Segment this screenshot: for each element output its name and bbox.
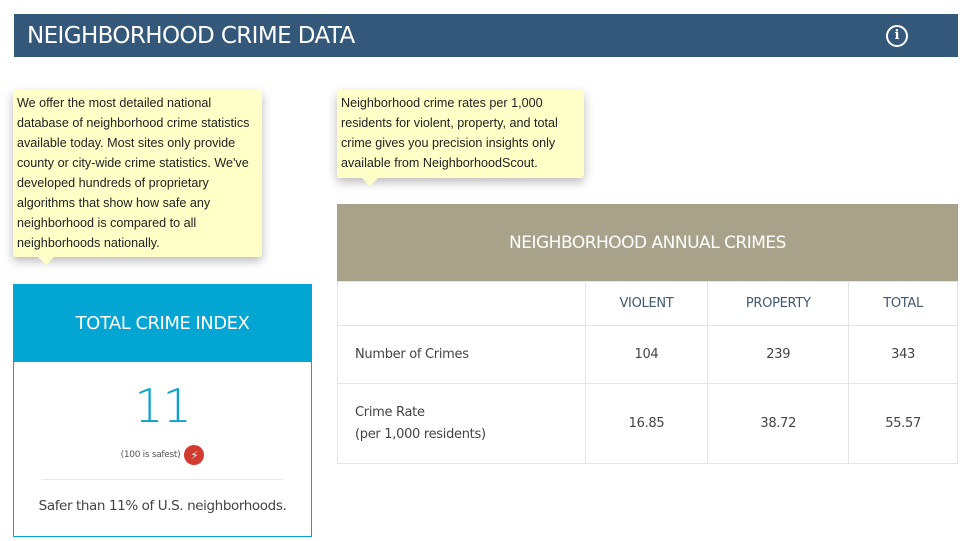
crime-index-comparison: Safer than 11% of U.S. neighborhoods. — [38, 498, 287, 514]
info-circle-icon[interactable]: i — [886, 24, 908, 47]
cell-violent: 104 — [584, 325, 709, 384]
table-header-row: VIOLENT PROPERTY TOTAL — [337, 281, 958, 326]
row-label-main: Crime Rate — [355, 404, 425, 420]
annual-crimes-panel: NEIGHBORHOOD ANNUAL CRIMES VIOLENT PROPE… — [337, 204, 958, 464]
section-header: NEIGHBORHOOD CRIME DATA i — [14, 14, 958, 57]
cell-violent: 16.85 — [584, 383, 709, 464]
table-row: Crime Rate (per 1,000 residents) 16.85 3… — [337, 383, 958, 464]
lightning-bolt-icon[interactable]: ⚡︎ — [184, 445, 205, 465]
tooltip-crime-rates: Neighborhood crime rates per 1,000 resid… — [337, 90, 584, 186]
column-header-violent: VIOLENT — [584, 281, 709, 326]
row-label-sub: (per 1,000 residents) — [355, 426, 486, 442]
crime-index-scale-text: (100 is safest) — [120, 450, 181, 460]
column-header-property: PROPERTY — [707, 281, 850, 326]
row-label: Crime Rate (per 1,000 residents) — [337, 383, 586, 464]
crime-index-value: 11 — [134, 379, 192, 433]
column-header-blank — [337, 281, 586, 326]
cell-property: 38.72 — [707, 383, 850, 464]
tooltip-national-database: We offer the most detailed national data… — [13, 90, 262, 265]
row-label: Number of Crimes — [337, 325, 586, 384]
annual-crimes-title: NEIGHBORHOOD ANNUAL CRIMES — [337, 204, 958, 281]
column-header-total: TOTAL — [848, 281, 958, 326]
crime-index-note: (100 is safest) ⚡︎ — [14, 445, 311, 465]
total-crime-index-card: TOTAL CRIME INDEX 11 (100 is safest) ⚡︎ … — [13, 284, 312, 537]
cell-property: 239 — [707, 325, 850, 384]
divider — [42, 479, 283, 480]
cell-total: 55.57 — [848, 383, 958, 464]
annual-crimes-table: VIOLENT PROPERTY TOTAL Number of Crimes … — [337, 281, 958, 464]
cell-total: 343 — [848, 325, 958, 384]
page-title: NEIGHBORHOOD CRIME DATA — [27, 22, 355, 49]
crime-index-title: TOTAL CRIME INDEX — [14, 285, 311, 362]
table-row: Number of Crimes 104 239 343 — [337, 325, 958, 384]
